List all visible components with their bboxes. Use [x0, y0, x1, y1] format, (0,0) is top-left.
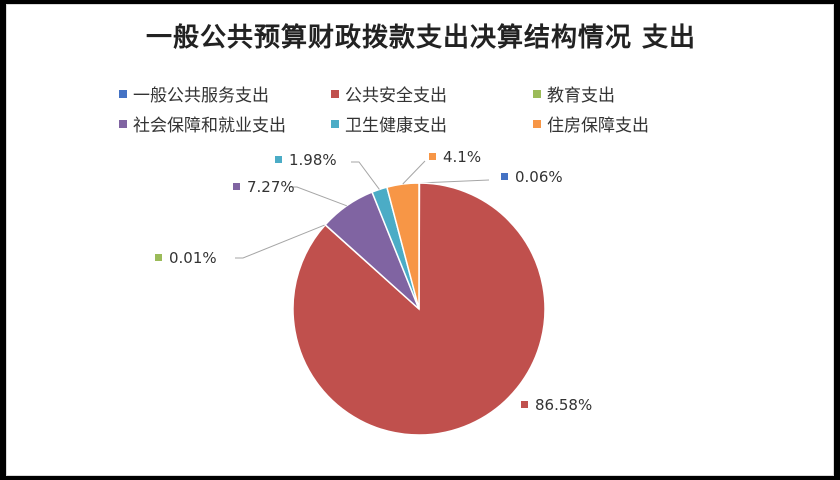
leader-line [235, 224, 326, 259]
legend-item: 社会保障和就业支出 [119, 111, 286, 136]
legend-swatch [331, 89, 339, 98]
legend-swatch [119, 89, 127, 98]
data-label: 86.58% [535, 396, 592, 414]
legend-label: 住房保障支出 [547, 116, 649, 136]
legend-item: 住房保障支出 [533, 111, 649, 136]
legend-item: 卫生健康支出 [331, 111, 447, 136]
legend-label: 社会保障和就业支出 [133, 116, 286, 136]
chart-frame: 一般公共预算财政拨款支出决算结构情况 支出 一般公共服务支出 公共安全支出 教育支出… [6, 4, 834, 476]
legend-item: 公共安全支出 [331, 81, 447, 106]
pie-chart: 0.06% 86.58% 0.01% 7.27% 1.98% 4.1% [155, 148, 592, 436]
leader-line [402, 160, 426, 185]
data-label-swatch [233, 183, 240, 190]
leader-line [351, 161, 380, 190]
data-label: 7.27% [247, 178, 295, 196]
legend-item: 教育支出 [533, 81, 615, 106]
legend-label: 公共安全支出 [345, 86, 447, 106]
legend-swatch [331, 119, 339, 128]
chart-title: 一般公共预算财政拨款支出决算结构情况 支出 [145, 23, 697, 53]
data-label-swatch [275, 156, 282, 163]
leader-line [289, 186, 347, 207]
legend-label: 教育支出 [547, 86, 615, 106]
data-label: 0.06% [515, 168, 563, 186]
legend-label: 卫生健康支出 [345, 116, 447, 136]
data-label-swatch [155, 254, 162, 261]
data-label-swatch [501, 173, 508, 180]
pie-slice [385, 182, 420, 310]
data-label: 0.01% [169, 249, 217, 267]
pie-slice [292, 182, 546, 436]
data-label: 4.1% [443, 148, 481, 166]
legend-label: 一般公共服务支出 [133, 86, 269, 106]
data-label-swatch [429, 153, 436, 160]
data-label: 1.98% [289, 151, 337, 169]
legend-swatch [533, 89, 541, 98]
leader-line [419, 179, 490, 184]
data-label-swatch [521, 401, 528, 408]
legend-swatch [533, 119, 541, 128]
legend-item: 一般公共服务支出 [119, 81, 269, 106]
legend-swatch [119, 119, 127, 128]
